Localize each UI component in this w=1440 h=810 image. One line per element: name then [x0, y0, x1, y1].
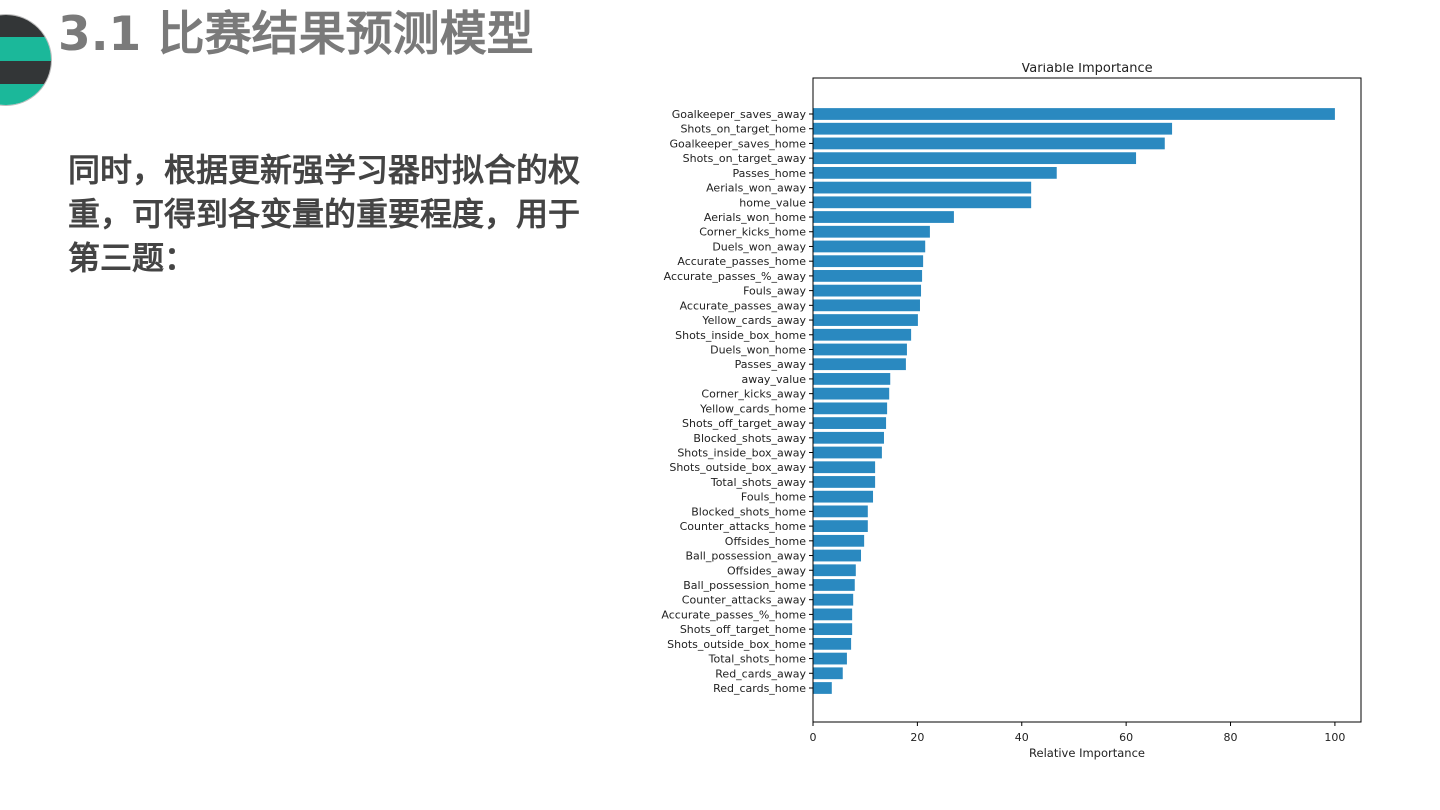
bar [813, 623, 853, 636]
bar [813, 446, 882, 459]
bar [813, 328, 912, 341]
y-tick-label: Red_cards_away [715, 667, 806, 680]
y-tick-label: Fouls_away [743, 285, 806, 298]
y-tick-label: Duels_won_home [710, 343, 806, 356]
slide-body-text: 同时，根据更新强学习器时拟合的权重，可得到各变量的重要程度，用于第三题： [68, 151, 581, 277]
bar [813, 373, 891, 385]
bar [813, 211, 954, 223]
x-tick-label: 100 [1324, 731, 1345, 744]
bar [813, 270, 923, 282]
bar [813, 137, 1165, 150]
y-tick-label: Passes_away [735, 358, 807, 371]
bar [813, 505, 868, 518]
y-tick-label: Corner_kicks_away [701, 388, 806, 401]
logo-circle [0, 14, 52, 106]
y-tick-label: Total_shots_away [710, 476, 807, 489]
x-tick-label: 80 [1224, 731, 1238, 744]
y-tick-label: Goalkeeper_saves_away [672, 108, 807, 121]
y-tick-label: Yellow_cards_home [699, 402, 806, 415]
y-tick-label: Ball_possession_home [683, 579, 806, 592]
bar [813, 682, 832, 694]
y-tick-label: Counter_attacks_away [682, 594, 807, 607]
y-tick-label: Blocked_shots_away [693, 432, 806, 445]
bar [813, 564, 856, 577]
y-tick-label: Shots_on_target_home [680, 123, 806, 136]
bar [813, 652, 847, 665]
y-tick-label: Blocked_shots_home [691, 505, 806, 518]
y-tick-label: Corner_kicks_home [699, 226, 806, 239]
bar [813, 593, 854, 606]
y-tick-label: Accurate_passes_away [680, 299, 807, 312]
bar [813, 520, 868, 532]
y-tick-label: Passes_home [732, 167, 806, 180]
variable-importance-chart: Variable Importance Relative Importance … [661, 61, 1362, 760]
bar [813, 476, 876, 488]
y-tick-label: Total_shots_home [708, 653, 807, 666]
x-tick-label: 0 [810, 731, 817, 744]
bar [813, 549, 862, 562]
bar [813, 431, 884, 444]
bar [813, 490, 874, 503]
bar [813, 225, 930, 238]
x-axis-label: Relative Importance [1029, 746, 1145, 760]
y-tick-label: Accurate_passes_home [677, 255, 806, 268]
bar [813, 387, 890, 400]
y-tick-label: away_value [741, 373, 806, 386]
x-tick-label: 20 [910, 731, 924, 744]
bar [813, 284, 922, 297]
bar [813, 637, 852, 650]
bar [813, 534, 865, 547]
y-tick-label: Shots_off_target_away [682, 417, 806, 430]
bar [813, 299, 920, 312]
bar [813, 358, 906, 371]
y-tick-label: Aerials_won_away [706, 182, 806, 195]
chart-panel: Variable Importance Relative Importance … [640, 61, 1365, 800]
y-tick-label: Shots_outside_box_away [669, 461, 806, 474]
y-tick-label: Counter_attacks_home [680, 520, 807, 533]
y-tick-label: Aerials_won_home [704, 211, 806, 224]
bar [813, 181, 1032, 194]
bar [813, 196, 1032, 209]
y-tick-label: Yellow_cards_away [701, 314, 806, 327]
bar [813, 152, 1137, 165]
bar [813, 402, 888, 415]
y-tick-label: Accurate_passes_%_home [661, 608, 806, 621]
y-tick-label: Shots_on_target_away [683, 152, 807, 165]
x-tick-label: 40 [1015, 731, 1029, 744]
bar [813, 461, 876, 474]
bar [813, 108, 1335, 120]
axes-frame [812, 77, 1362, 723]
bar [813, 166, 1057, 179]
y-tick-label: Red_cards_home [713, 682, 806, 695]
y-tick-label: Duels_won_away [712, 240, 806, 253]
y-tick-label: Shots_off_target_home [680, 623, 806, 636]
y-tick-label: home_value [739, 196, 806, 209]
bar [813, 579, 855, 591]
y-tick-label: Goalkeeper_saves_home [669, 137, 806, 150]
slide-title: 3.1 比赛结果预测模型 [58, 7, 534, 62]
bar [813, 667, 843, 680]
y-tick-label: Ball_possession_away [685, 550, 806, 563]
bar [813, 417, 887, 429]
y-tick-label: Accurate_passes_%_away [664, 270, 807, 283]
bar [813, 122, 1173, 135]
bar [813, 343, 907, 356]
chart-title: Variable Importance [1021, 63, 1152, 76]
bar [813, 608, 853, 621]
bar [813, 240, 926, 253]
x-tick-label: 60 [1119, 731, 1133, 744]
bar [813, 255, 924, 268]
y-tick-label: Shots_outside_box_home [667, 638, 806, 651]
y-tick-label: Fouls_home [741, 491, 806, 504]
bar [813, 314, 918, 326]
y-tick-label: Shots_inside_box_away [677, 447, 806, 460]
y-tick-label: Offsides_away [727, 564, 806, 577]
y-tick-label: Shots_inside_box_home [675, 329, 806, 342]
y-tick-label: Offsides_home [725, 535, 806, 548]
